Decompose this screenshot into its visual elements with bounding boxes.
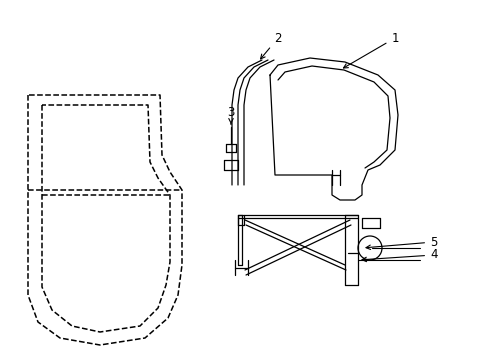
Text: 5: 5 (365, 235, 436, 249)
Text: 1: 1 (343, 31, 398, 68)
Text: 3: 3 (227, 105, 234, 124)
Text: 2: 2 (260, 31, 281, 59)
Text: 4: 4 (361, 248, 437, 262)
